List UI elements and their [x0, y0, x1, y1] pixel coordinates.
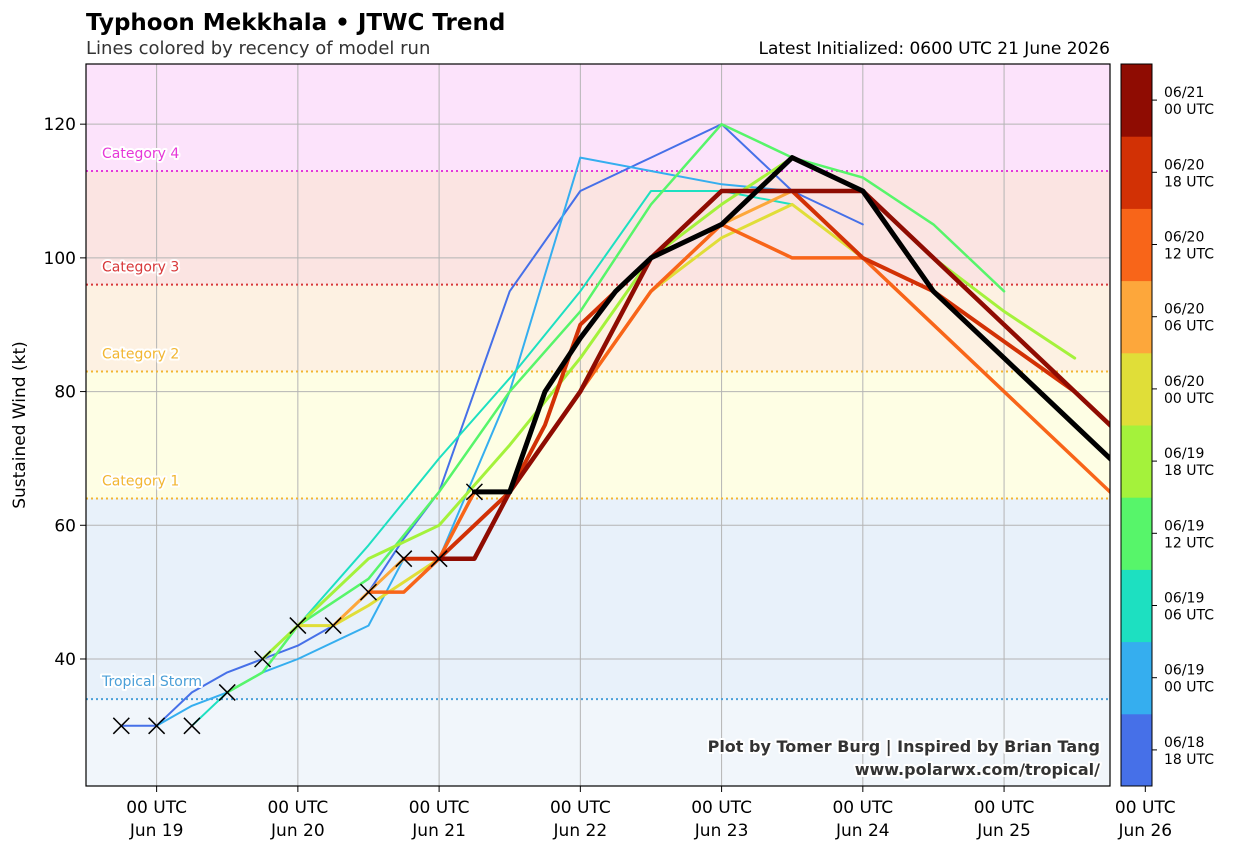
observed-markers — [112, 483, 483, 735]
observed-marker — [430, 550, 448, 568]
colorbar-label: 12 UTC — [1164, 247, 1214, 263]
colorbar-label: 00 UTC — [1164, 102, 1214, 118]
colorbar-segment-9 — [1121, 64, 1152, 137]
intensity-bands — [86, 64, 1110, 786]
category-label: Tropical Storm — [101, 674, 202, 690]
colorbar-segment-3 — [1121, 497, 1152, 570]
band-5 — [86, 64, 1110, 171]
observed-marker — [112, 717, 130, 735]
colorbar-label: 00 UTC — [1164, 391, 1214, 407]
colorbar-label: 18 UTC — [1164, 463, 1214, 479]
category-label: Category 4 — [102, 146, 179, 162]
colorbar-segment-6 — [1121, 280, 1152, 354]
category-label: Category 2 — [102, 347, 179, 363]
colorbar-label: 06/21 — [1164, 85, 1204, 101]
colorbar-label: 06/18 — [1164, 735, 1204, 751]
credit-line-2: www.polarwx.com/tropical/ — [855, 760, 1100, 779]
x-tick-label: Jun 26 — [1118, 821, 1173, 841]
x-tick-label: Jun 23 — [694, 821, 749, 841]
observed-marker — [395, 550, 413, 568]
band-2 — [86, 371, 1110, 499]
series-line-0 — [120, 123, 864, 727]
observed-marker — [465, 483, 483, 501]
x-axis-ticks: 00 UTC Jun 19 00 UTC Jun 20 00 UTC Jun 21 00 U… — [126, 786, 1176, 841]
category-label: Category 1 — [102, 474, 179, 490]
plot-frame — [85, 63, 1111, 787]
colorbar-segment-1 — [1121, 641, 1152, 715]
colorbar-segment-2 — [1121, 569, 1152, 643]
colorbar-label: 06/19 — [1164, 446, 1204, 462]
category-labels: Tropical Storm Category 1 Category 2 Catego… — [99, 144, 204, 692]
credit-line-1: Plot by Tomer Burg | Inspired by Brian T… — [708, 737, 1100, 757]
observed-marker — [183, 717, 201, 735]
chart-title: Typhoon Mekkhala • JTWC Trend — [86, 10, 505, 36]
series-line-10 — [471, 155, 1110, 495]
observed-marker — [148, 717, 166, 735]
colorbar-label: 06/19 — [1164, 591, 1204, 607]
x-tick-label: Jun 21 — [411, 821, 466, 841]
colorbar-label: 18 UTC — [1164, 174, 1214, 190]
colorbar-label: 06/19 — [1164, 663, 1204, 679]
y-tick-label: 80 — [54, 383, 76, 403]
colorbar-segment-7 — [1121, 208, 1152, 282]
x-tick-label: 00 UTC — [832, 798, 893, 818]
observed-marker — [359, 583, 378, 601]
colorbar-label: 06/20 — [1164, 230, 1204, 246]
y-tick-label: 60 — [54, 516, 76, 536]
latest-initialized: Latest Initialized: 0600 UTC 21 June 202… — [758, 39, 1110, 59]
y-tick-label: 120 — [44, 115, 76, 135]
category-label: Category 3 — [102, 260, 179, 276]
colorbar-segment-0 — [1121, 713, 1152, 787]
x-tick-label: 00 UTC — [267, 798, 328, 818]
observed-marker — [324, 617, 342, 635]
y-tick-label: 40 — [54, 650, 76, 670]
x-tick-label: Jun 22 — [553, 821, 608, 841]
x-tick-label: 00 UTC — [1115, 798, 1176, 818]
colorbar-segment-5 — [1121, 352, 1152, 426]
chart-subtitle: Lines colored by recency of model run — [86, 38, 430, 59]
colorbar-label: 06 UTC — [1164, 608, 1214, 624]
observed-marker — [218, 683, 236, 701]
x-tick-label: Jun 25 — [976, 821, 1031, 841]
colorbar-segment-4 — [1121, 425, 1152, 498]
colorbar-label: 00 UTC — [1164, 680, 1214, 696]
colorbar-frame — [1120, 63, 1153, 787]
y-axis-label: Sustained Wind (kt) — [10, 341, 30, 509]
band-0 — [86, 699, 1110, 786]
colorbar-label: 18 UTC — [1164, 752, 1214, 768]
x-tick-label: Jun 24 — [835, 821, 890, 841]
colorbar-label: 06/20 — [1164, 157, 1204, 173]
colorbar-label: 06/20 — [1164, 302, 1204, 318]
x-tick-label: 00 UTC — [550, 798, 611, 818]
x-tick-label: 00 UTC — [691, 798, 752, 818]
colorbar-label: 06/20 — [1164, 374, 1204, 390]
y-tick-label: 100 — [44, 249, 76, 269]
x-tick-label: 00 UTC — [126, 798, 187, 818]
observed-marker — [289, 617, 307, 635]
colorbar-label: 12 UTC — [1164, 535, 1214, 551]
colorbar-label: 06 UTC — [1164, 319, 1214, 335]
model-run-lines — [120, 122, 1110, 727]
y-axis-ticks: 40 60 80 100 120 — [44, 115, 86, 670]
x-tick-label: 00 UTC — [974, 798, 1035, 818]
x-tick-label: Jun 20 — [270, 821, 325, 841]
band-1 — [86, 498, 1110, 700]
x-tick-label: 00 UTC — [409, 798, 470, 818]
colorbar-label: 06/19 — [1164, 518, 1204, 534]
observed-marker — [254, 650, 272, 668]
colorbar-segment-8 — [1121, 136, 1152, 209]
x-tick-label: Jun 19 — [129, 821, 184, 841]
